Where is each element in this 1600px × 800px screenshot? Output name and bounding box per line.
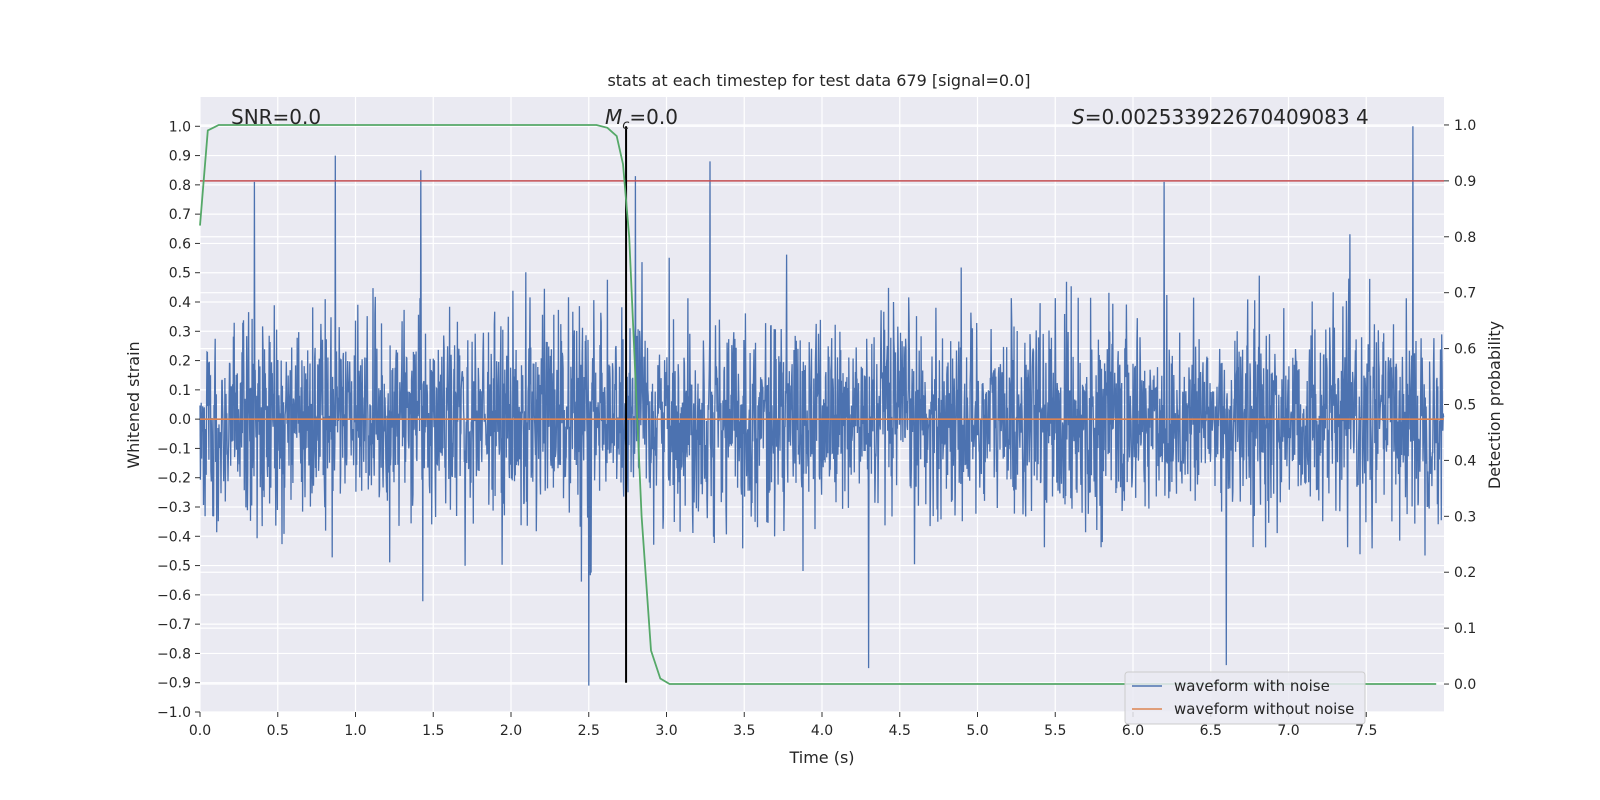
x-tick-label: 2.5: [578, 723, 600, 739]
y-left-tick-label: −0.2: [157, 471, 191, 487]
y-right-tick-label: 1.0: [1454, 118, 1476, 134]
x-tick-label: 5.5: [1044, 723, 1066, 739]
legend-box: [1124, 671, 1366, 725]
x-tick-label: 6.0: [1122, 723, 1144, 739]
x-tick-label: 0.5: [267, 723, 289, 739]
legend: waveform with noise waveform without noi…: [1124, 671, 1366, 725]
x-tick-label: 7.0: [1277, 723, 1299, 739]
y-left-tick-label: −0.5: [157, 559, 191, 575]
y-left-tick-label: 0.5: [169, 266, 191, 282]
legend-label-clean: waveform without noise: [1174, 700, 1354, 718]
y-left-tick-label: −0.1: [157, 441, 191, 457]
y-left-tick-label: −0.8: [157, 646, 191, 662]
y-right-tick-label: 0.1: [1454, 621, 1476, 637]
y-left-ticks: −1.0 −0.9 −0.8 −0.7 −0.6 −0.5 −0.4 −0.3 −0.2 −0.1…: [157, 119, 200, 721]
x-tick-label: 3.5: [733, 723, 755, 739]
y-left-tick-label: 0.0: [169, 412, 191, 428]
y-left-tick-label: 0.2: [169, 354, 191, 370]
x-tick-label: 4.0: [811, 723, 833, 739]
chart-title: stats at each timestep for test data 679…: [607, 71, 1030, 90]
x-tick-label: 3.0: [655, 723, 677, 739]
s-annotation: S=0.002533922670409083 4: [1072, 105, 1369, 129]
y-right-tick-label: 0.7: [1454, 286, 1476, 302]
x-axis-label: Time (s): [788, 748, 854, 767]
snr-annotation: SNR=0.0: [231, 105, 321, 129]
x-tick-label: 1.5: [422, 723, 444, 739]
y-right-tick-label: 0.9: [1454, 174, 1476, 190]
y-right-axis-label: Detection probability: [1485, 321, 1504, 489]
y-left-tick-label: −0.3: [157, 500, 191, 516]
mc-annotation: Mc=0.0: [605, 105, 678, 133]
y-left-tick-label: 0.1: [169, 383, 191, 399]
y-left-tick-label: −0.4: [157, 529, 191, 545]
s-symbol: S: [1072, 105, 1085, 129]
y-left-tick-label: 0.3: [169, 324, 191, 340]
y-right-tick-label: 0.8: [1454, 230, 1476, 246]
y-right-tick-label: 0.3: [1454, 509, 1476, 525]
y-right-tick-label: 0.2: [1454, 565, 1476, 581]
x-ticks: 0.0 0.5 1.0 1.5 2.0 2.5 3.0 3.5 4.0 4.5 5.0 5.5 6.0 6…: [189, 712, 1377, 739]
y-left-tick-label: 0.6: [169, 236, 191, 252]
y-left-tick-label: 1.0: [169, 119, 191, 135]
y-right-tick-label: 0.6: [1454, 342, 1476, 358]
mc-symbol: M: [605, 105, 622, 129]
line-waveform-with-noise: [199, 126, 1445, 686]
y-right-tick-label: 0.0: [1454, 677, 1476, 693]
y-right-ticks: 0.0 0.1 0.2 0.3 0.4 0.5 0.6 0.7 0.8 0.9 1.0: [1444, 118, 1476, 693]
y-right-tick-label: 0.5: [1454, 398, 1476, 414]
x-tick-label: 2.0: [500, 723, 522, 739]
y-left-tick-label: −0.7: [157, 617, 191, 633]
series-detection-probability: [199, 124, 1437, 685]
y-left-tick-label: −1.0: [157, 705, 191, 721]
y-left-tick-label: 0.9: [169, 149, 191, 165]
y-left-axis-label: Whitened strain: [124, 341, 143, 468]
y-right-tick-label: 0.4: [1454, 453, 1476, 469]
mc-value: =0.0: [629, 105, 678, 129]
x-tick-label: 7.5: [1355, 723, 1377, 739]
series-waveform-with-noise: [199, 126, 1445, 686]
x-tick-label: 1.0: [344, 723, 366, 739]
y-left-tick-label: 0.4: [169, 295, 191, 311]
y-left-tick-label: 0.7: [169, 207, 191, 223]
y-left-tick-label: 0.8: [169, 178, 191, 194]
x-tick-label: 5.0: [966, 723, 988, 739]
x-tick-label: 6.5: [1200, 723, 1222, 739]
legend-label-noise: waveform with noise: [1174, 677, 1330, 695]
x-tick-label: 4.5: [889, 723, 911, 739]
y-left-tick-label: −0.6: [157, 588, 191, 604]
mc-subscript: c: [622, 118, 629, 133]
reference-lines: [200, 126, 1444, 683]
s-value: =0.002533922670409083 4: [1085, 105, 1369, 129]
y-left-tick-label: −0.9: [157, 676, 191, 692]
x-tick-label: 0.0: [189, 723, 211, 739]
line-detection-probability: [199, 124, 1437, 685]
